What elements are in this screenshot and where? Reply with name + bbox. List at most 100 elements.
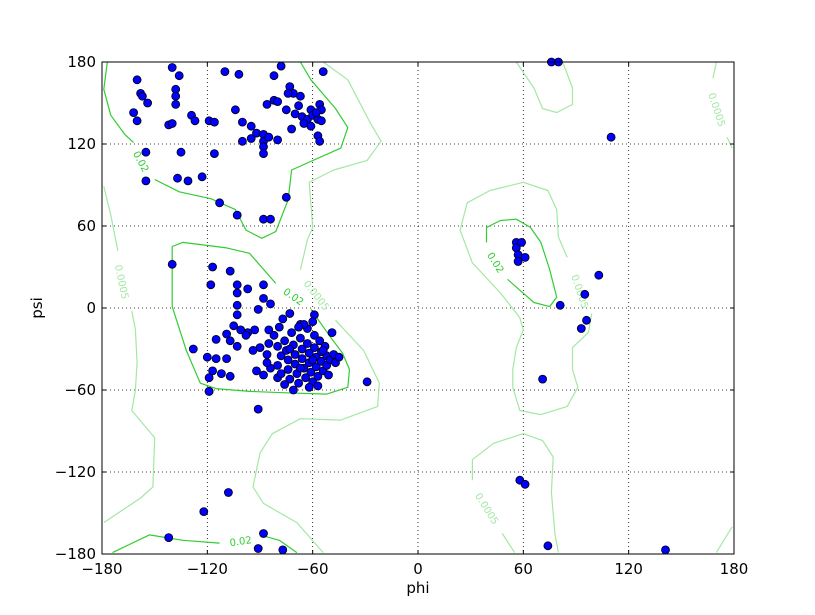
grid-lines — [101, 61, 735, 555]
data-point — [304, 348, 314, 358]
contour-lines — [103, 61, 733, 554]
data-point — [308, 317, 318, 327]
contour-label: 0.0005 — [112, 264, 130, 301]
x-tick-label: −180 — [81, 560, 122, 578]
y-tick-label: 60 — [77, 217, 96, 235]
x-tick-label: −120 — [187, 560, 228, 578]
data-point — [274, 322, 284, 332]
data-point — [311, 362, 321, 372]
data-point — [197, 172, 207, 182]
data-point — [259, 280, 268, 290]
data-point — [318, 345, 328, 355]
data-point — [223, 488, 233, 497]
data-points — [129, 57, 670, 555]
data-point — [313, 371, 323, 381]
contour-labels: 0.020.020.020.020.00050.00050.00050.0005… — [112, 92, 727, 550]
data-point — [208, 366, 218, 376]
data-point — [204, 373, 214, 383]
data-point — [225, 336, 235, 346]
data-point — [517, 237, 526, 247]
contour-line-0-02 — [485, 218, 558, 308]
data-point — [285, 374, 295, 384]
data-point — [206, 280, 216, 290]
data-point — [262, 100, 272, 109]
data-point — [309, 330, 319, 340]
data-point — [283, 355, 293, 365]
data-point — [520, 479, 530, 489]
data-point — [132, 75, 142, 85]
data-point — [294, 378, 304, 388]
data-point — [661, 545, 670, 555]
data-point — [253, 304, 263, 314]
data-point — [225, 371, 235, 381]
contour-line-0-0005 — [471, 433, 559, 553]
data-point — [278, 314, 288, 324]
data-point — [190, 116, 200, 126]
data-point — [308, 355, 318, 365]
data-point — [266, 299, 275, 309]
contour-line-0-02 — [103, 61, 135, 144]
data-point — [334, 352, 344, 362]
data-point — [188, 344, 198, 354]
contour-line-0-0005 — [715, 526, 733, 553]
data-point — [232, 300, 242, 310]
data-point — [141, 176, 151, 186]
data-point — [555, 300, 565, 310]
data-point — [269, 71, 279, 81]
data-point — [287, 124, 297, 134]
data-point — [209, 149, 219, 159]
data-point — [576, 324, 586, 333]
data-point — [324, 370, 333, 380]
data-point — [220, 67, 230, 76]
data-point — [229, 321, 239, 331]
x-tick-label: −60 — [297, 560, 329, 578]
x-tick-label: 120 — [614, 560, 643, 578]
data-point — [246, 121, 256, 131]
data-point — [176, 147, 186, 157]
data-point — [211, 354, 221, 364]
data-point — [302, 339, 312, 348]
contour-label: 0.02 — [484, 251, 505, 276]
data-point — [309, 343, 319, 353]
contour-label: 0.0005 — [472, 491, 500, 527]
contour-line-0-0005 — [252, 319, 380, 553]
data-point — [318, 67, 328, 76]
data-point — [594, 270, 604, 280]
data-point — [276, 61, 286, 71]
data-point — [580, 289, 590, 299]
data-point — [143, 98, 153, 108]
contour-label: 0.0005 — [705, 92, 726, 129]
y-tick-label: −180 — [55, 545, 96, 563]
data-point — [299, 119, 309, 128]
data-point — [246, 134, 256, 143]
data-point — [311, 108, 321, 117]
data-point — [538, 374, 547, 384]
y-tick-label: 120 — [67, 135, 96, 153]
contour-line-0-0005 — [726, 136, 733, 149]
data-point — [225, 266, 235, 276]
contour-line-0-0005 — [299, 61, 382, 270]
data-point — [273, 135, 283, 145]
data-point — [285, 309, 295, 318]
data-point — [297, 354, 307, 364]
data-point — [232, 310, 242, 320]
data-point — [209, 117, 219, 127]
contour-line-0-0005 — [515, 61, 574, 114]
data-point — [306, 367, 316, 377]
data-point — [287, 328, 297, 338]
x-tick-label: 180 — [720, 560, 749, 578]
y-tick-label: 180 — [67, 53, 96, 71]
data-point — [237, 136, 247, 146]
contour-label: 0.0005 — [301, 279, 331, 313]
data-point — [513, 257, 523, 266]
data-point — [327, 328, 337, 338]
data-point — [141, 147, 151, 157]
data-point — [132, 116, 142, 126]
data-point — [253, 544, 263, 553]
data-point — [304, 382, 314, 392]
data-point — [222, 329, 232, 339]
contour-line-0-0005 — [103, 186, 119, 251]
data-point — [129, 108, 139, 117]
data-point — [137, 91, 147, 101]
